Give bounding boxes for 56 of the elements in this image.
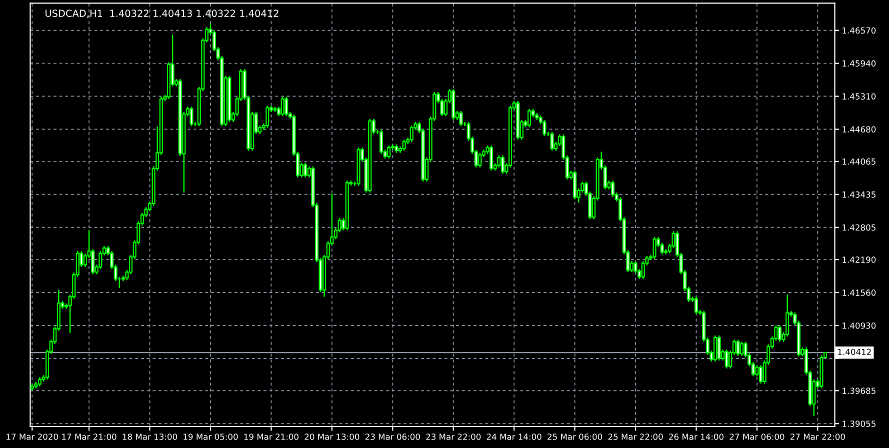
candlestick [724, 348, 728, 370]
x-tick-label: 27 Mar 22:00 [790, 434, 845, 440]
y-tick-label: 1.43435 [842, 191, 876, 198]
candlestick [652, 236, 656, 260]
x-tick-label: 23 Mar 06:00 [365, 434, 420, 440]
y-tick-label: 1.39055 [842, 420, 876, 427]
candlestick [280, 96, 284, 117]
y-tick-label: 1.45940 [842, 60, 876, 67]
candlestick [190, 106, 194, 127]
y-tick-label: 1.45310 [842, 93, 876, 100]
y-tick-label: 1.44065 [842, 158, 876, 165]
candlestick [717, 334, 721, 362]
x-tick-label: 17 Mar 2020 [6, 434, 58, 440]
candlestick [478, 152, 482, 168]
y-tick-label: 1.39685 [842, 388, 876, 394]
candlestick [610, 180, 615, 198]
candlestick [284, 96, 288, 117]
candlestick [402, 139, 406, 152]
y-tick-label: 1.44680 [842, 126, 876, 133]
candlestick [694, 296, 698, 315]
x-tick-label: 25 Mar 22:00 [608, 434, 663, 440]
candlestick [266, 105, 270, 128]
candlestick [490, 144, 494, 172]
ref-line-label: 1.40412 [838, 348, 871, 356]
y-tick-label: 1.42190 [842, 256, 876, 263]
candlestick [497, 154, 501, 168]
candlestick [379, 129, 384, 154]
y-tick-label: 1.42805 [842, 224, 876, 231]
x-tick-label: 19 Mar 21:00 [244, 434, 298, 440]
candlestick [528, 108, 532, 128]
candlestick [778, 324, 782, 342]
x-tick-label: 20 Mar 13:00 [304, 434, 360, 440]
x-tick-label: 19 Mar 05:00 [184, 434, 238, 440]
x-tick-label: 23 Mar 22:00 [426, 434, 481, 440]
y-tick-label: 1.46570 [842, 27, 876, 34]
candlestick [387, 144, 391, 160]
x-tick-label: 17 Mar 21:00 [62, 434, 116, 440]
candlestick [736, 339, 740, 356]
text: USDCAD,H1 1.40322 1.40413 1.40322 1.40412 [46, 10, 278, 18]
candlestick [550, 131, 554, 152]
candlestick [759, 364, 763, 384]
x-tick-label: 25 Mar 06:00 [548, 434, 602, 440]
candlestick [500, 154, 504, 174]
y-tick-label: 1.40930 [842, 322, 876, 329]
candlestick [304, 162, 308, 178]
candlestick [459, 110, 463, 127]
candlestick [410, 124, 414, 142]
y-tick-label: 1.41560 [842, 290, 876, 296]
candlestick [542, 119, 546, 137]
x-tick-label: 18 Mar 13:00 [122, 434, 178, 440]
candlestick [740, 341, 744, 356]
x-tick-label: 24 Mar 14:00 [486, 434, 542, 440]
x-tick-label: 27 Mar 06:00 [730, 434, 784, 440]
candlestick [713, 334, 717, 362]
x-tick-label: 26 Mar 14:00 [669, 434, 724, 440]
candlestick [786, 294, 790, 338]
